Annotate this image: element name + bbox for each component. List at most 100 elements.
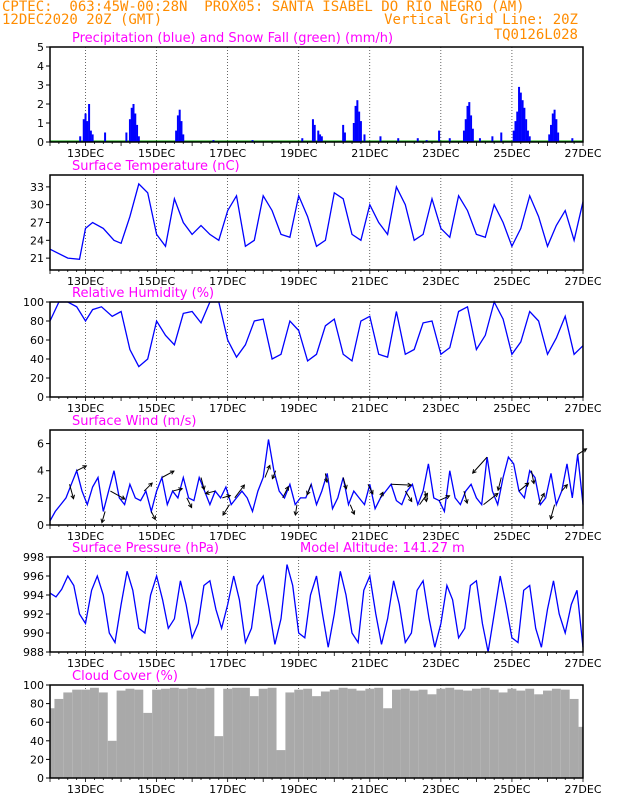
wind-arrow xyxy=(264,465,271,478)
precip-bar xyxy=(319,134,322,142)
precip-bar xyxy=(317,130,320,142)
precip-bar xyxy=(352,123,355,142)
y-tick-label: 0 xyxy=(37,136,44,149)
wind-arrow xyxy=(518,482,529,492)
cloud-bar xyxy=(436,688,446,778)
x-tick-label: 17DEC xyxy=(209,275,246,288)
precip-bar xyxy=(301,138,304,142)
wind-arrow-head xyxy=(408,497,413,503)
cloud-bar xyxy=(116,690,126,778)
precip-bar xyxy=(448,138,451,142)
precip-bar xyxy=(359,121,362,142)
cloud-bar xyxy=(338,687,348,778)
wind-arrow-head xyxy=(100,518,106,524)
precip-bar xyxy=(571,138,574,142)
wind-arrow-head xyxy=(540,492,545,498)
precip-bar xyxy=(470,115,473,142)
cloud-bar xyxy=(471,688,481,778)
wind-arrow xyxy=(200,477,205,490)
x-tick-label: 13DEC xyxy=(67,657,104,670)
precip-bar xyxy=(557,132,560,142)
x-tick-label: 17DEC xyxy=(209,402,246,415)
y-tick-label: 2 xyxy=(37,492,44,505)
y-tick-label: 40 xyxy=(30,353,44,366)
cloud-bar xyxy=(560,689,570,778)
cloud-bar xyxy=(258,688,268,778)
series-line xyxy=(49,564,584,653)
wind-arrow-head xyxy=(306,490,311,496)
y-tick-label: 20 xyxy=(30,372,44,385)
cloud-bar xyxy=(534,694,544,778)
wind-arrow-head xyxy=(240,484,246,490)
wind-arrow xyxy=(349,504,355,515)
precip-bar xyxy=(464,119,467,142)
x-tick-label: 23DEC xyxy=(422,530,459,543)
y-tick-label: 80 xyxy=(30,698,44,711)
cloud-bar xyxy=(320,691,330,778)
wind-arrow xyxy=(404,490,413,502)
precip-bar xyxy=(128,119,131,142)
wind-arrow xyxy=(76,465,87,472)
x-tick-label: 17DEC xyxy=(209,530,246,543)
y-tick-label: 0 xyxy=(37,519,44,532)
x-tick-label: 15DEC xyxy=(138,530,175,543)
cloud-bar xyxy=(569,698,579,778)
precip-bar xyxy=(466,105,469,142)
x-tick-label: 19DEC xyxy=(280,402,317,415)
wind-arrow-head xyxy=(530,479,536,485)
cloud-bar xyxy=(249,696,259,778)
wind-arrow-head xyxy=(324,478,329,484)
x-tick-label: 23DEC xyxy=(422,657,459,670)
wind-arrow xyxy=(271,470,277,479)
cloud-bar xyxy=(454,689,464,778)
cloud-bar xyxy=(374,687,384,778)
wind-arrow xyxy=(150,511,156,520)
cloud-bar xyxy=(50,708,55,778)
wind-arrow xyxy=(110,490,126,500)
x-tick-label: 19DEC xyxy=(280,657,317,670)
cloud-bar xyxy=(551,688,561,778)
y-tick-label: 60 xyxy=(30,716,44,729)
x-tick-label: 13DEC xyxy=(67,783,104,796)
wind-arrow xyxy=(342,477,347,489)
y-tick-label: 21 xyxy=(30,252,44,265)
cloud-bar xyxy=(205,687,215,778)
x-tick-label: 19DEC xyxy=(280,147,317,160)
x-tick-label: 15DEC xyxy=(138,657,175,670)
cloud-bar xyxy=(169,687,179,778)
y-tick-label: 0 xyxy=(37,391,44,404)
precip-bar xyxy=(416,138,419,142)
wind-arrow xyxy=(391,483,412,486)
precip-bar xyxy=(425,140,428,142)
cloud-bar xyxy=(152,689,162,778)
precip-bar xyxy=(88,104,91,142)
wind-arrow xyxy=(424,490,427,502)
y-tick-label: 990 xyxy=(23,627,44,640)
wind-arrow-head xyxy=(524,482,530,487)
wind-arrow xyxy=(172,488,183,492)
y-tick-label: 33 xyxy=(30,181,44,194)
x-tick-label: 15DEC xyxy=(138,783,175,796)
cloud-bar xyxy=(427,694,437,778)
y-tick-label: 24 xyxy=(30,234,44,247)
x-tick-label: 25DEC xyxy=(493,402,530,415)
header-model-id: TQ0126L028 xyxy=(493,27,578,43)
cloud-bar xyxy=(294,689,304,778)
wind-arrow-head xyxy=(82,465,88,470)
wind-arrow-head xyxy=(464,499,469,505)
wind-arrow xyxy=(282,486,289,499)
y-tick-label: 992 xyxy=(23,608,44,621)
x-tick-label: 13DEC xyxy=(67,147,104,160)
panel-3: Surface Wind (m/s) 0 2 4 6 13DEC 15DEC 17DEC 19D… xyxy=(37,414,602,543)
x-tick-label: 27DEC xyxy=(564,783,601,796)
y-tick-label: 60 xyxy=(30,334,44,347)
wind-arrow xyxy=(472,456,488,474)
precip-bar xyxy=(379,136,382,142)
precip-bar xyxy=(343,132,346,142)
wind-arrow xyxy=(550,504,556,520)
precip-bar xyxy=(130,107,133,142)
x-tick-label: 27DEC xyxy=(564,402,601,415)
precip-bar xyxy=(311,119,314,142)
wind-arrow-head xyxy=(151,515,156,521)
cloud-bar xyxy=(383,708,393,778)
